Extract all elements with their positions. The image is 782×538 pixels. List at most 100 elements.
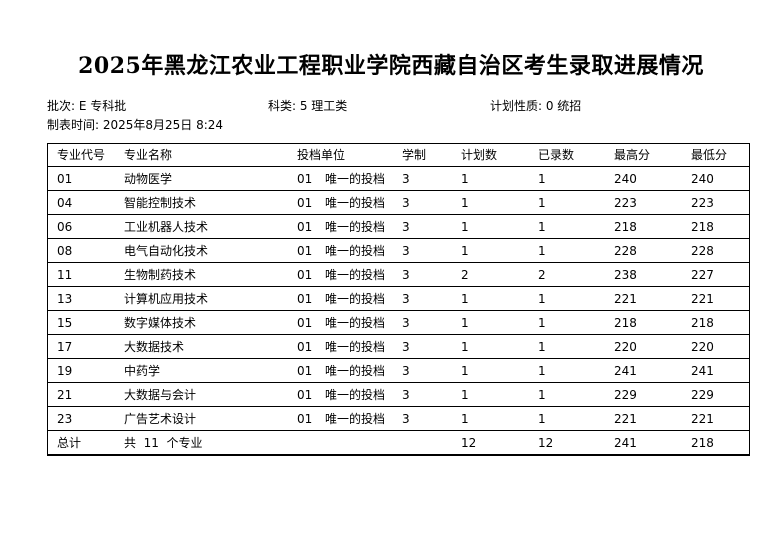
table-row: 23 广告艺术设计 01 唯一的投档 3 1 1 221 221 (47, 406, 750, 431)
max-score: 221 (604, 286, 681, 311)
max-score: 218 (604, 214, 681, 239)
plan-count: 2 (451, 262, 528, 287)
table-row: 19 中药学 01 唯一的投档 3 1 1 241 241 (47, 358, 750, 383)
major-name: 工业机器人技术 (114, 214, 287, 239)
min-score: 223 (681, 190, 750, 215)
major-name: 计算机应用技术 (114, 286, 287, 311)
unit-code: 01 (297, 196, 313, 210)
page-title: 2025年黑龙江农业工程职业学院西藏自治区考生录取进展情况 (78, 53, 704, 79)
years: 3 (392, 358, 451, 383)
plan-count: 1 (451, 214, 528, 239)
major-name: 广告艺术设计 (114, 406, 287, 431)
total-row: 总计共 11 个专业 12 12 241 218 (47, 430, 750, 455)
major-code: 11 (47, 262, 114, 287)
major-code: 01 (47, 166, 114, 191)
years: 3 (392, 382, 451, 407)
major-code: 21 (47, 382, 114, 407)
unit-name: 唯一的投档 (325, 196, 386, 210)
unit-code: 01 (297, 412, 313, 426)
table-row: 21 大数据与会计 01 唯一的投档 3 1 1 229 229 (47, 382, 750, 407)
unit-name: 唯一的投档 (325, 388, 386, 402)
table-row: 17 大数据技术 01 唯一的投档 3 1 1 220 220 (47, 334, 750, 359)
total-min: 218 (681, 430, 750, 455)
min-score: 241 (681, 358, 750, 383)
unit-code: 01 (297, 388, 313, 402)
major-code: 04 (47, 190, 114, 215)
unit-name: 唯一的投档 (325, 172, 386, 186)
header-max: 最高分 (604, 143, 681, 167)
table-row: 15 数字媒体技术 01 唯一的投档 3 1 1 218 218 (47, 310, 750, 335)
unit-cell: 01 唯一的投档 (287, 238, 392, 263)
category-label: 科类: 5 理工类 (268, 99, 348, 113)
major-name: 大数据与会计 (114, 382, 287, 407)
major-name: 中药学 (114, 358, 287, 383)
max-score: 229 (604, 382, 681, 407)
max-score: 218 (604, 310, 681, 335)
min-score: 220 (681, 334, 750, 359)
header-name: 专业名称 (114, 143, 287, 167)
admitted-count: 1 (528, 214, 604, 239)
max-score: 241 (604, 358, 681, 383)
header-code: 专业代号 (47, 143, 114, 167)
admitted-count: 1 (528, 190, 604, 215)
major-name: 智能控制技术 (114, 190, 287, 215)
plan-count: 1 (451, 382, 528, 407)
unit-code: 01 (297, 316, 313, 330)
total-max: 241 (604, 430, 681, 455)
plan-count: 1 (451, 238, 528, 263)
min-score: 229 (681, 382, 750, 407)
max-score: 223 (604, 190, 681, 215)
unit-cell: 01 唯一的投档 (287, 382, 392, 407)
max-score: 220 (604, 334, 681, 359)
admitted-count: 1 (528, 406, 604, 431)
unit-name: 唯一的投档 (325, 316, 386, 330)
admitted-count: 1 (528, 238, 604, 263)
unit-name: 唯一的投档 (325, 292, 386, 306)
plan-count: 1 (451, 190, 528, 215)
unit-name: 唯一的投档 (325, 340, 386, 354)
major-code: 15 (47, 310, 114, 335)
min-score: 240 (681, 166, 750, 191)
unit-cell: 01 唯一的投档 (287, 358, 392, 383)
unit-name: 唯一的投档 (325, 412, 386, 426)
admitted-count: 1 (528, 310, 604, 335)
years: 3 (392, 262, 451, 287)
total-admitted: 12 (528, 430, 604, 455)
unit-cell: 01 唯一的投档 (287, 262, 392, 287)
admitted-count: 1 (528, 334, 604, 359)
unit-name: 唯一的投档 (325, 364, 386, 378)
unit-cell: 01 唯一的投档 (287, 334, 392, 359)
years: 3 (392, 190, 451, 215)
unit-name: 唯一的投档 (325, 244, 386, 258)
unit-cell: 01 唯一的投档 (287, 286, 392, 311)
table-row: 13 计算机应用技术 01 唯一的投档 3 1 1 221 221 (47, 286, 750, 311)
unit-name: 唯一的投档 (325, 220, 386, 234)
table-row: 08 电气自动化技术 01 唯一的投档 3 1 1 228 228 (47, 238, 750, 263)
major-code: 23 (47, 406, 114, 431)
max-score: 240 (604, 166, 681, 191)
admitted-count: 1 (528, 286, 604, 311)
plan-count: 1 (451, 406, 528, 431)
plan-count: 1 (451, 310, 528, 335)
unit-code: 01 (297, 340, 313, 354)
unit-code: 01 (297, 220, 313, 234)
header-years: 学制 (392, 143, 451, 167)
years: 3 (392, 334, 451, 359)
major-code: 08 (47, 238, 114, 263)
table-row: 11 生物制药技术 01 唯一的投档 3 2 2 238 227 (47, 262, 750, 287)
table-row: 04 智能控制技术 01 唯一的投档 3 1 1 223 223 (47, 190, 750, 215)
min-score: 218 (681, 214, 750, 239)
unit-name: 唯一的投档 (325, 268, 386, 282)
unit-cell: 01 唯一的投档 (287, 166, 392, 191)
header-unit: 投档单位 (287, 143, 392, 167)
min-score: 218 (681, 310, 750, 335)
unit-code: 01 (297, 364, 313, 378)
created-time-label: 制表时间: 2025年8月25日 8:24 (47, 118, 224, 132)
unit-cell: 01 唯一的投档 (287, 190, 392, 215)
admitted-count: 1 (528, 166, 604, 191)
unit-code: 01 (297, 244, 313, 258)
min-score: 221 (681, 286, 750, 311)
plan-count: 1 (451, 166, 528, 191)
years: 3 (392, 238, 451, 263)
max-score: 228 (604, 238, 681, 263)
